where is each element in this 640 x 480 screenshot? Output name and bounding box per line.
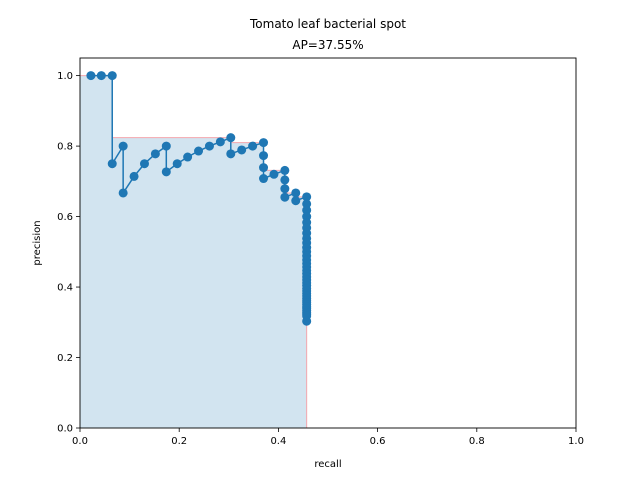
chart-subtitle: AP=37.55% (292, 38, 363, 52)
data-point (161, 167, 171, 177)
data-point (302, 192, 312, 202)
data-point (280, 165, 290, 175)
data-point (259, 163, 269, 173)
data-point (139, 159, 149, 169)
data-point (259, 174, 269, 184)
data-point (86, 71, 96, 81)
interpolated-area-fill (80, 75, 307, 428)
y-axis: 0.0 0.2 0.4 0.6 0.8 1.0 (57, 71, 80, 435)
interpolated-area (80, 75, 307, 428)
data-point (226, 149, 236, 159)
data-point (118, 141, 128, 151)
data-point (172, 159, 182, 169)
data-point (269, 169, 279, 179)
data-point (226, 133, 236, 143)
x-tick-label: 0.2 (171, 436, 187, 447)
data-point (280, 192, 290, 202)
precision-recall-series (86, 71, 312, 326)
y-axis-label: precision (32, 220, 43, 265)
data-point (107, 71, 117, 81)
data-point (118, 188, 128, 198)
data-point (96, 71, 106, 81)
y-tick-label: 0.4 (57, 283, 73, 294)
data-point (302, 199, 312, 209)
x-axis: 0.0 0.2 0.4 0.6 0.8 1.0 (72, 428, 584, 447)
data-point (183, 152, 193, 162)
data-point (194, 146, 204, 156)
data-point (237, 145, 247, 155)
data-point (107, 159, 117, 169)
x-tick-label: 1.0 (568, 436, 584, 447)
x-tick-label: 0.4 (270, 436, 286, 447)
chart-title: Tomato leaf bacterial spot (249, 17, 406, 31)
data-point (291, 196, 301, 206)
y-tick-label: 0.0 (57, 424, 73, 435)
x-axis-label: recall (314, 459, 341, 470)
data-point (129, 171, 139, 181)
y-tick-label: 0.8 (57, 142, 73, 153)
x-tick-label: 0.6 (370, 436, 386, 447)
data-point (248, 141, 258, 151)
data-point (302, 205, 312, 215)
data-point (215, 137, 225, 147)
data-point (259, 151, 269, 161)
x-tick-label: 0.0 (72, 436, 88, 447)
data-point (161, 141, 171, 151)
y-tick-label: 0.6 (57, 212, 73, 223)
data-point (291, 188, 301, 198)
x-tick-label: 0.8 (469, 436, 485, 447)
data-point (259, 138, 269, 148)
y-tick-label: 1.0 (57, 71, 73, 82)
y-tick-label: 0.2 (57, 353, 73, 364)
data-point (280, 184, 290, 194)
data-point (280, 175, 290, 185)
plot-frame (79, 57, 577, 429)
data-point (204, 141, 214, 151)
data-point (150, 149, 160, 159)
data-point (302, 316, 312, 326)
